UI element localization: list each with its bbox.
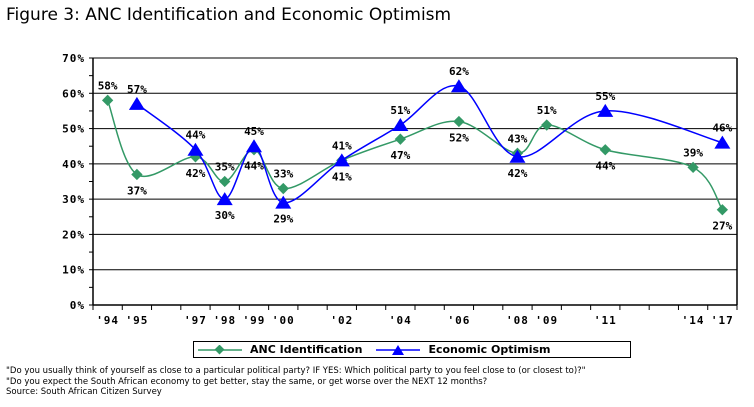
x-tick-label: '95 <box>125 314 148 327</box>
y-tick-label: 70% <box>62 52 85 65</box>
data-point-diamond <box>101 94 114 106</box>
data-point-triangle <box>216 192 233 206</box>
legend-anc-label: ANC Identification <box>250 343 363 356</box>
data-label: 52% <box>449 132 469 145</box>
data-point-diamond <box>219 175 231 188</box>
x-tick-label: '08 <box>506 314 529 327</box>
data-label: 55% <box>595 90 615 103</box>
legend-econ-marker <box>376 344 421 355</box>
data-point-diamond <box>599 144 611 156</box>
x-tick-label: '98 <box>213 314 236 327</box>
data-label: 39% <box>683 146 703 159</box>
x-tick-label: '04 <box>389 314 412 327</box>
x-tick-label: '17 <box>711 314 734 327</box>
data-point-triangle <box>187 142 204 156</box>
data-label: 45% <box>244 125 264 138</box>
data-label: 44% <box>186 129 206 142</box>
data-label: 37% <box>127 184 147 197</box>
series-line-economic-optimism <box>136 85 723 204</box>
data-label: 44% <box>595 160 615 173</box>
data-label: 30% <box>215 209 235 222</box>
x-tick-label: '94 <box>96 314 119 327</box>
data-label: 51% <box>537 104 557 117</box>
x-tick-label: '02 <box>330 314 353 327</box>
data-point-diamond <box>277 182 289 195</box>
footnote-question-2: "Do you expect the South African economy… <box>6 376 488 387</box>
legend: ANC Identification Economic Optimism <box>193 341 631 358</box>
data-label: 58% <box>98 79 118 92</box>
data-point-diamond <box>453 115 465 128</box>
data-label: 27% <box>712 220 732 233</box>
data-point-diamond <box>131 168 143 181</box>
x-tick-label: '97 <box>184 314 207 327</box>
line-chart: 0% 10% 20% 30% 40% 50% 60% 70% '94 '95 '97 '98 '99 '0… <box>62 52 738 327</box>
data-label: 47% <box>390 149 410 162</box>
data-label: 44% <box>244 160 264 173</box>
x-tick-label: '11 <box>594 314 617 327</box>
y-tick-label: 50% <box>62 123 85 136</box>
data-label: 33% <box>273 168 293 181</box>
data-label: 41% <box>332 170 352 183</box>
data-label: 42% <box>508 167 528 180</box>
data-point-triangle <box>597 103 614 117</box>
data-label: 62% <box>449 65 469 78</box>
data-label: 51% <box>390 104 410 117</box>
data-label: 43% <box>508 132 528 145</box>
data-label: 42% <box>186 167 206 180</box>
data-point-triangle <box>714 135 731 149</box>
x-tick-label: '00 <box>272 314 295 327</box>
data-point-triangle <box>392 118 409 132</box>
data-point-triangle <box>509 149 526 163</box>
legend-econ-label: Economic Optimism <box>428 343 551 356</box>
data-label: 35% <box>215 161 235 174</box>
data-point-diamond <box>687 161 699 174</box>
data-point-triangle <box>128 96 145 110</box>
x-tick-label: '06 <box>447 314 470 327</box>
x-tick-label: '99 <box>243 314 266 327</box>
data-point-diamond <box>716 204 729 216</box>
data-point-triangle <box>275 195 292 209</box>
legend-anc-marker <box>198 344 242 354</box>
data-point-triangle <box>333 153 350 167</box>
x-tick-label: '09 <box>535 314 558 327</box>
chart-title: Figure 3: ANC Identification and Economi… <box>6 5 452 25</box>
y-tick-label: 10% <box>62 264 85 277</box>
data-point-triangle <box>246 139 262 153</box>
y-tick-label: 0% <box>70 299 85 312</box>
y-tick-label: 60% <box>62 87 85 100</box>
footnote-question-1: "Do you usually think of yourself as clo… <box>6 366 586 376</box>
footnotes: "Do you usually think of yourself as clo… <box>6 366 586 398</box>
footnote-source: Source: South African Citizen Survey <box>6 387 162 397</box>
y-tick-label: 20% <box>62 228 85 241</box>
data-label: 46% <box>712 122 732 135</box>
x-tick-label: '14 <box>682 314 705 327</box>
y-tick-label: 40% <box>62 158 85 171</box>
data-point-diamond <box>394 133 407 145</box>
data-label: 57% <box>127 83 147 96</box>
y-tick-label: 30% <box>62 193 85 206</box>
data-label: 29% <box>273 213 293 226</box>
data-label: 41% <box>332 139 352 152</box>
data-point-triangle <box>450 79 467 93</box>
